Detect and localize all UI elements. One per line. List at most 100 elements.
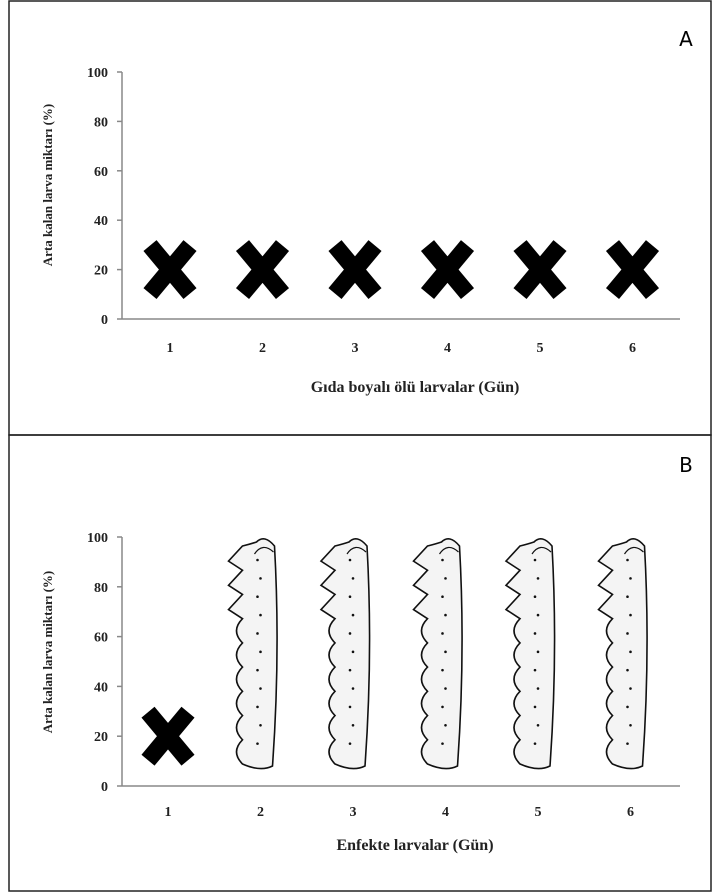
- larva-body: [599, 539, 648, 769]
- larva-marker: [506, 539, 555, 769]
- larva-spot: [444, 614, 447, 617]
- x-marker: [613, 246, 653, 294]
- larva-spot: [534, 559, 537, 562]
- x-tick-label: 1: [167, 341, 174, 356]
- y-axis-title: Arta kalan larva miktarı (%): [40, 104, 55, 266]
- larva-spot: [626, 595, 629, 598]
- larva-spot: [441, 742, 444, 745]
- x-tick-label: 2: [259, 341, 266, 356]
- larva-spot: [256, 706, 259, 709]
- larva-spot: [259, 651, 262, 654]
- larva-spot: [537, 687, 540, 690]
- x-tick-label: 2: [257, 805, 264, 820]
- larva-spot: [537, 614, 540, 617]
- larva-spot: [444, 651, 447, 654]
- larva-marker: [599, 539, 648, 769]
- x-tick-label: 4: [442, 805, 449, 820]
- larva-spot: [352, 687, 355, 690]
- y-tick-label: 40: [94, 680, 108, 695]
- larva-spot: [349, 742, 352, 745]
- larva-spot: [537, 577, 540, 580]
- larva-spot: [352, 724, 355, 727]
- y-tick-label: 0: [101, 313, 108, 328]
- y-tick-label: 60: [94, 165, 108, 180]
- x-tick-label: 6: [629, 341, 636, 356]
- larva-spot: [626, 742, 629, 745]
- x-tick-label: 1: [165, 805, 172, 820]
- panel-label: B: [679, 453, 693, 477]
- x-tick-label: 3: [350, 805, 357, 820]
- y-tick-label: 0: [101, 780, 108, 795]
- x-tick-label: 5: [535, 805, 542, 820]
- larva-spot: [256, 559, 259, 562]
- larva-spot: [352, 577, 355, 580]
- panel-label: A: [679, 27, 693, 51]
- larva-spot: [259, 577, 262, 580]
- larva-spot: [256, 595, 259, 598]
- larva-spot: [629, 724, 632, 727]
- x-marker: [150, 246, 190, 294]
- x-tick-label: 5: [537, 341, 544, 356]
- y-tick-label: 60: [94, 631, 108, 646]
- y-tick-label: 100: [87, 531, 108, 546]
- larva-spot: [534, 742, 537, 745]
- x-tick-label: 6: [627, 805, 634, 820]
- larva-spot: [629, 651, 632, 654]
- y-tick-label: 20: [94, 264, 108, 279]
- larva-spot: [441, 706, 444, 709]
- y-tick-label: 20: [94, 730, 108, 745]
- larva-spot: [441, 595, 444, 598]
- larva-spot: [349, 559, 352, 562]
- y-axis-title: Arta kalan larva miktarı (%): [40, 571, 55, 733]
- larva-spot: [256, 632, 259, 635]
- larva-body: [229, 539, 278, 769]
- larva-body: [321, 539, 370, 769]
- larva-spot: [626, 669, 629, 672]
- larva-spot: [349, 669, 352, 672]
- larva-spot: [259, 687, 262, 690]
- y-tick-label: 80: [94, 115, 108, 130]
- larva-spot: [256, 742, 259, 745]
- x-marker: [428, 246, 468, 294]
- larva-spot: [444, 687, 447, 690]
- larva-body: [414, 539, 463, 769]
- larva-spot: [256, 669, 259, 672]
- larva-spot: [626, 632, 629, 635]
- larva-spot: [626, 559, 629, 562]
- larva-spot: [349, 595, 352, 598]
- larva-spot: [629, 614, 632, 617]
- larva-spot: [626, 706, 629, 709]
- x-axis-title: Gıda boyalı ölü larvalar (Gün): [311, 379, 520, 396]
- larva-spot: [352, 651, 355, 654]
- larva-body: [506, 539, 555, 769]
- larva-spot: [444, 724, 447, 727]
- larva-spot: [629, 687, 632, 690]
- x-marker: [243, 246, 283, 294]
- larva-marker: [229, 539, 278, 769]
- x-tick-label: 4: [444, 341, 451, 356]
- larva-spot: [537, 724, 540, 727]
- larva-marker: [321, 539, 370, 769]
- larva-spot: [534, 706, 537, 709]
- larva-spot: [441, 669, 444, 672]
- panel-frame: [9, 1, 711, 435]
- larva-spot: [444, 577, 447, 580]
- larva-spot: [534, 669, 537, 672]
- larva-spot: [441, 632, 444, 635]
- larva-spot: [349, 632, 352, 635]
- larva-spot: [352, 614, 355, 617]
- x-tick-label: 3: [352, 341, 359, 356]
- larva-spot: [259, 614, 262, 617]
- y-tick-label: 40: [94, 214, 108, 229]
- larva-spot: [259, 724, 262, 727]
- larva-spot: [441, 559, 444, 562]
- larva-spot: [537, 651, 540, 654]
- x-axis-title: Enfekte larvalar (Gün): [336, 837, 493, 854]
- larva-spot: [534, 595, 537, 598]
- larva-spot: [349, 706, 352, 709]
- larva-spot: [629, 577, 632, 580]
- x-marker: [148, 712, 188, 760]
- y-tick-label: 100: [87, 66, 108, 81]
- x-marker: [335, 246, 375, 294]
- y-tick-label: 80: [94, 581, 108, 596]
